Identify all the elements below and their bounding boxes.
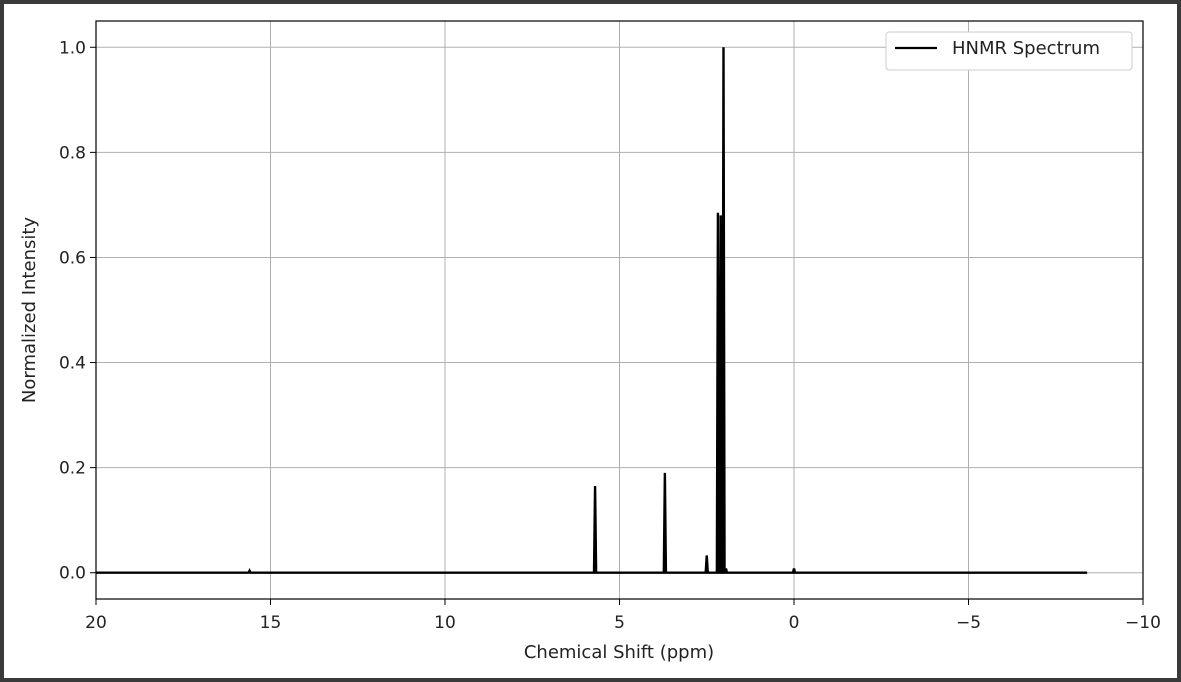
legend: HNMR Spectrum bbox=[885, 31, 1133, 71]
legend-box bbox=[885, 31, 1133, 71]
y-tick-label: 0.0 bbox=[59, 564, 86, 584]
y-axis-label: Normalized Intensity bbox=[19, 217, 40, 403]
x-tick-label: 0 bbox=[789, 613, 800, 633]
x-tick-label: 10 bbox=[434, 613, 456, 633]
legend-label: HNMR Spectrum bbox=[952, 38, 1100, 59]
spectrum-line bbox=[96, 47, 1088, 574]
y-tick-label: 0.4 bbox=[59, 354, 86, 374]
x-tick-label: 5 bbox=[614, 613, 625, 633]
axis-ticks: 20 15 10 5 0 −5 −10 0.0 0.2 0.4 0.6 0.8 1.0 bbox=[59, 38, 1161, 633]
y-tick-label: 0.6 bbox=[59, 248, 86, 268]
y-tick-label: 0.2 bbox=[59, 459, 86, 479]
x-tick-label: 20 bbox=[85, 613, 107, 633]
x-tick-label: 15 bbox=[260, 613, 282, 633]
spectrum-series bbox=[96, 47, 1088, 574]
x-tick-label: −10 bbox=[1125, 613, 1161, 633]
y-tick-label: 1.0 bbox=[59, 38, 86, 58]
x-tick-label: −5 bbox=[956, 613, 981, 633]
x-axis-label: Chemical Shift (ppm) bbox=[524, 642, 714, 663]
y-tick-label: 0.8 bbox=[59, 143, 86, 163]
grid-lines bbox=[95, 21, 1144, 599]
